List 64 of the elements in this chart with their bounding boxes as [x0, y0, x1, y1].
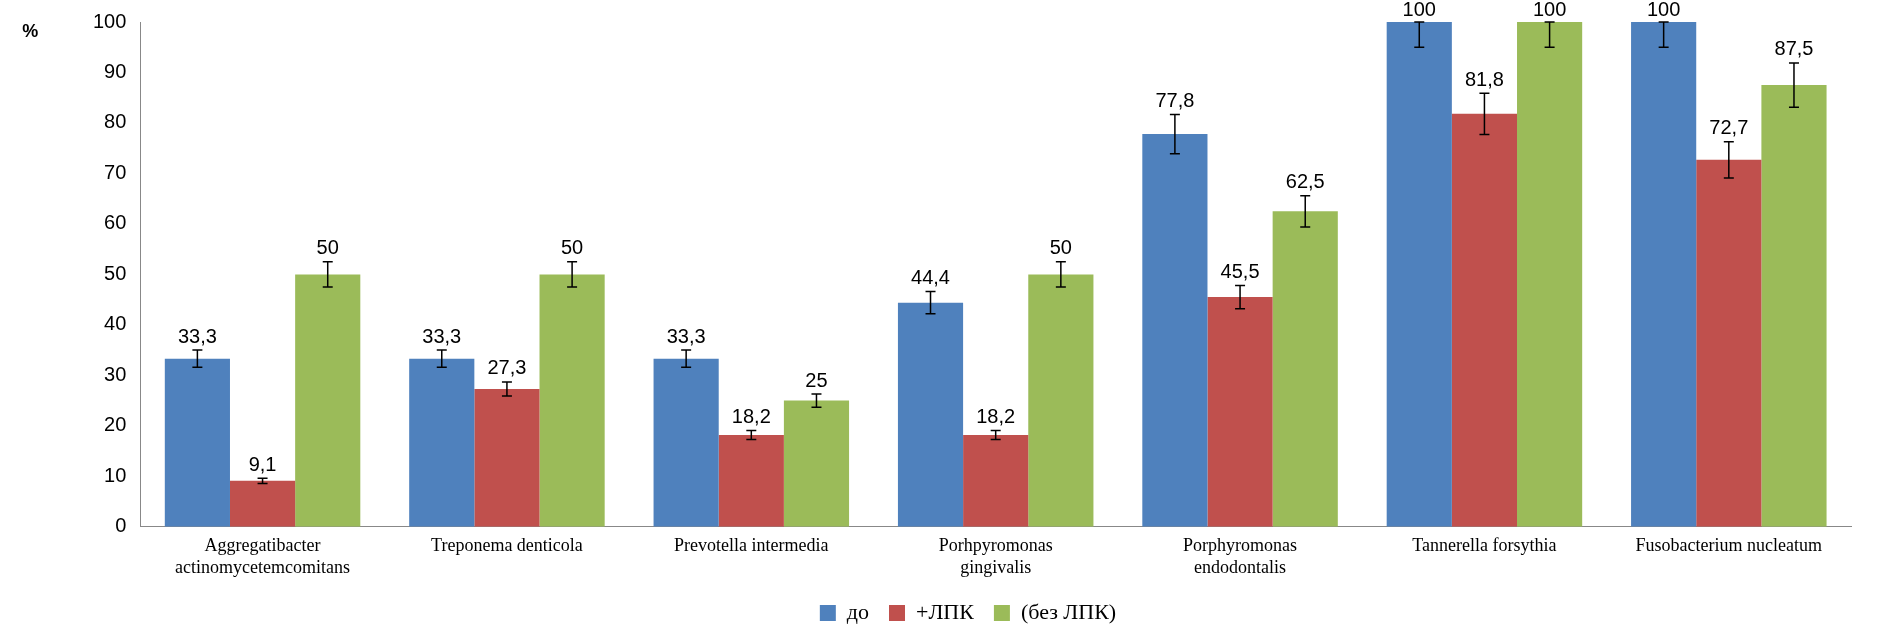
bar: [897, 302, 964, 527]
y-tick-label: 90: [104, 60, 127, 82]
legend-label: (без ЛПК): [1020, 598, 1117, 624]
bar: [1386, 22, 1452, 527]
data-label: 33,3: [666, 324, 706, 347]
data-label: 25: [805, 368, 828, 391]
y-tick-label: 30: [104, 362, 127, 385]
x-tick-label: Aggregatibacter actinomycetemcomitans: [175, 535, 351, 577]
y-tick-label: 10: [104, 463, 127, 486]
data-label: 62,5: [1285, 170, 1325, 193]
bar: [718, 434, 784, 527]
bar: [295, 274, 361, 527]
legend-label: до: [846, 598, 870, 624]
x-tick-label: Prevotella intermedia: [674, 535, 829, 556]
y-tick-label: 100: [92, 9, 127, 32]
x-tick-label: Treponema denticola: [431, 535, 583, 556]
y-tick-label: 80: [104, 110, 127, 133]
bar: [1142, 134, 1208, 527]
x-tick-label: Tannerella forsythia: [1412, 535, 1557, 556]
legend-label: +ЛПК: [916, 598, 975, 624]
x-tick-label: Porphyromonas endodontalis: [1183, 535, 1298, 577]
bar: [474, 388, 540, 527]
data-label: 9,1: [248, 452, 277, 475]
data-label: 44,4: [911, 266, 950, 289]
y-tick-label: 40: [104, 312, 127, 335]
bar: [1696, 159, 1762, 527]
data-label: 100: [1402, 0, 1436, 20]
data-label: 87,5: [1774, 37, 1814, 60]
bar: [1207, 297, 1273, 527]
bar: [539, 274, 605, 527]
data-label: 77,8: [1155, 88, 1195, 111]
bar: [1631, 22, 1697, 527]
bar: [409, 358, 475, 527]
y-tick-label: 70: [104, 160, 127, 183]
data-label: 50: [316, 236, 339, 259]
bar: [1517, 22, 1583, 527]
bar: [963, 434, 1029, 527]
y-tick-label: 50: [104, 261, 127, 284]
bar: [1028, 274, 1094, 527]
data-label: 50: [560, 236, 584, 259]
y-tick-label: 60: [104, 211, 127, 234]
y-tick-label: 0: [115, 514, 127, 537]
bar: [1272, 211, 1338, 527]
data-label: 33,3: [177, 324, 217, 347]
bar: [1761, 85, 1827, 527]
data-label: 18,2: [976, 404, 1016, 427]
y-tick-label: 20: [104, 413, 127, 436]
data-label: 100: [1532, 0, 1567, 20]
data-label: 81,8: [1464, 67, 1504, 90]
bar: [229, 480, 296, 527]
x-tick-label: Fusobacterium nucleatum: [1635, 535, 1823, 556]
bar: [783, 400, 850, 527]
data-label: 33,3: [422, 324, 462, 347]
data-label: 100: [1646, 0, 1681, 20]
data-label: 27,3: [487, 356, 527, 379]
data-label: 45,5: [1220, 260, 1260, 283]
bar: [653, 358, 719, 527]
data-label: 18,2: [731, 404, 771, 427]
bar: [1451, 113, 1518, 527]
bar: [164, 358, 230, 527]
data-label: 72,7: [1709, 116, 1749, 139]
data-label: 50: [1049, 236, 1072, 259]
x-tick-label: Porhpyromonas gingivalis: [938, 535, 1053, 577]
y-axis-title: %: [22, 20, 39, 41]
